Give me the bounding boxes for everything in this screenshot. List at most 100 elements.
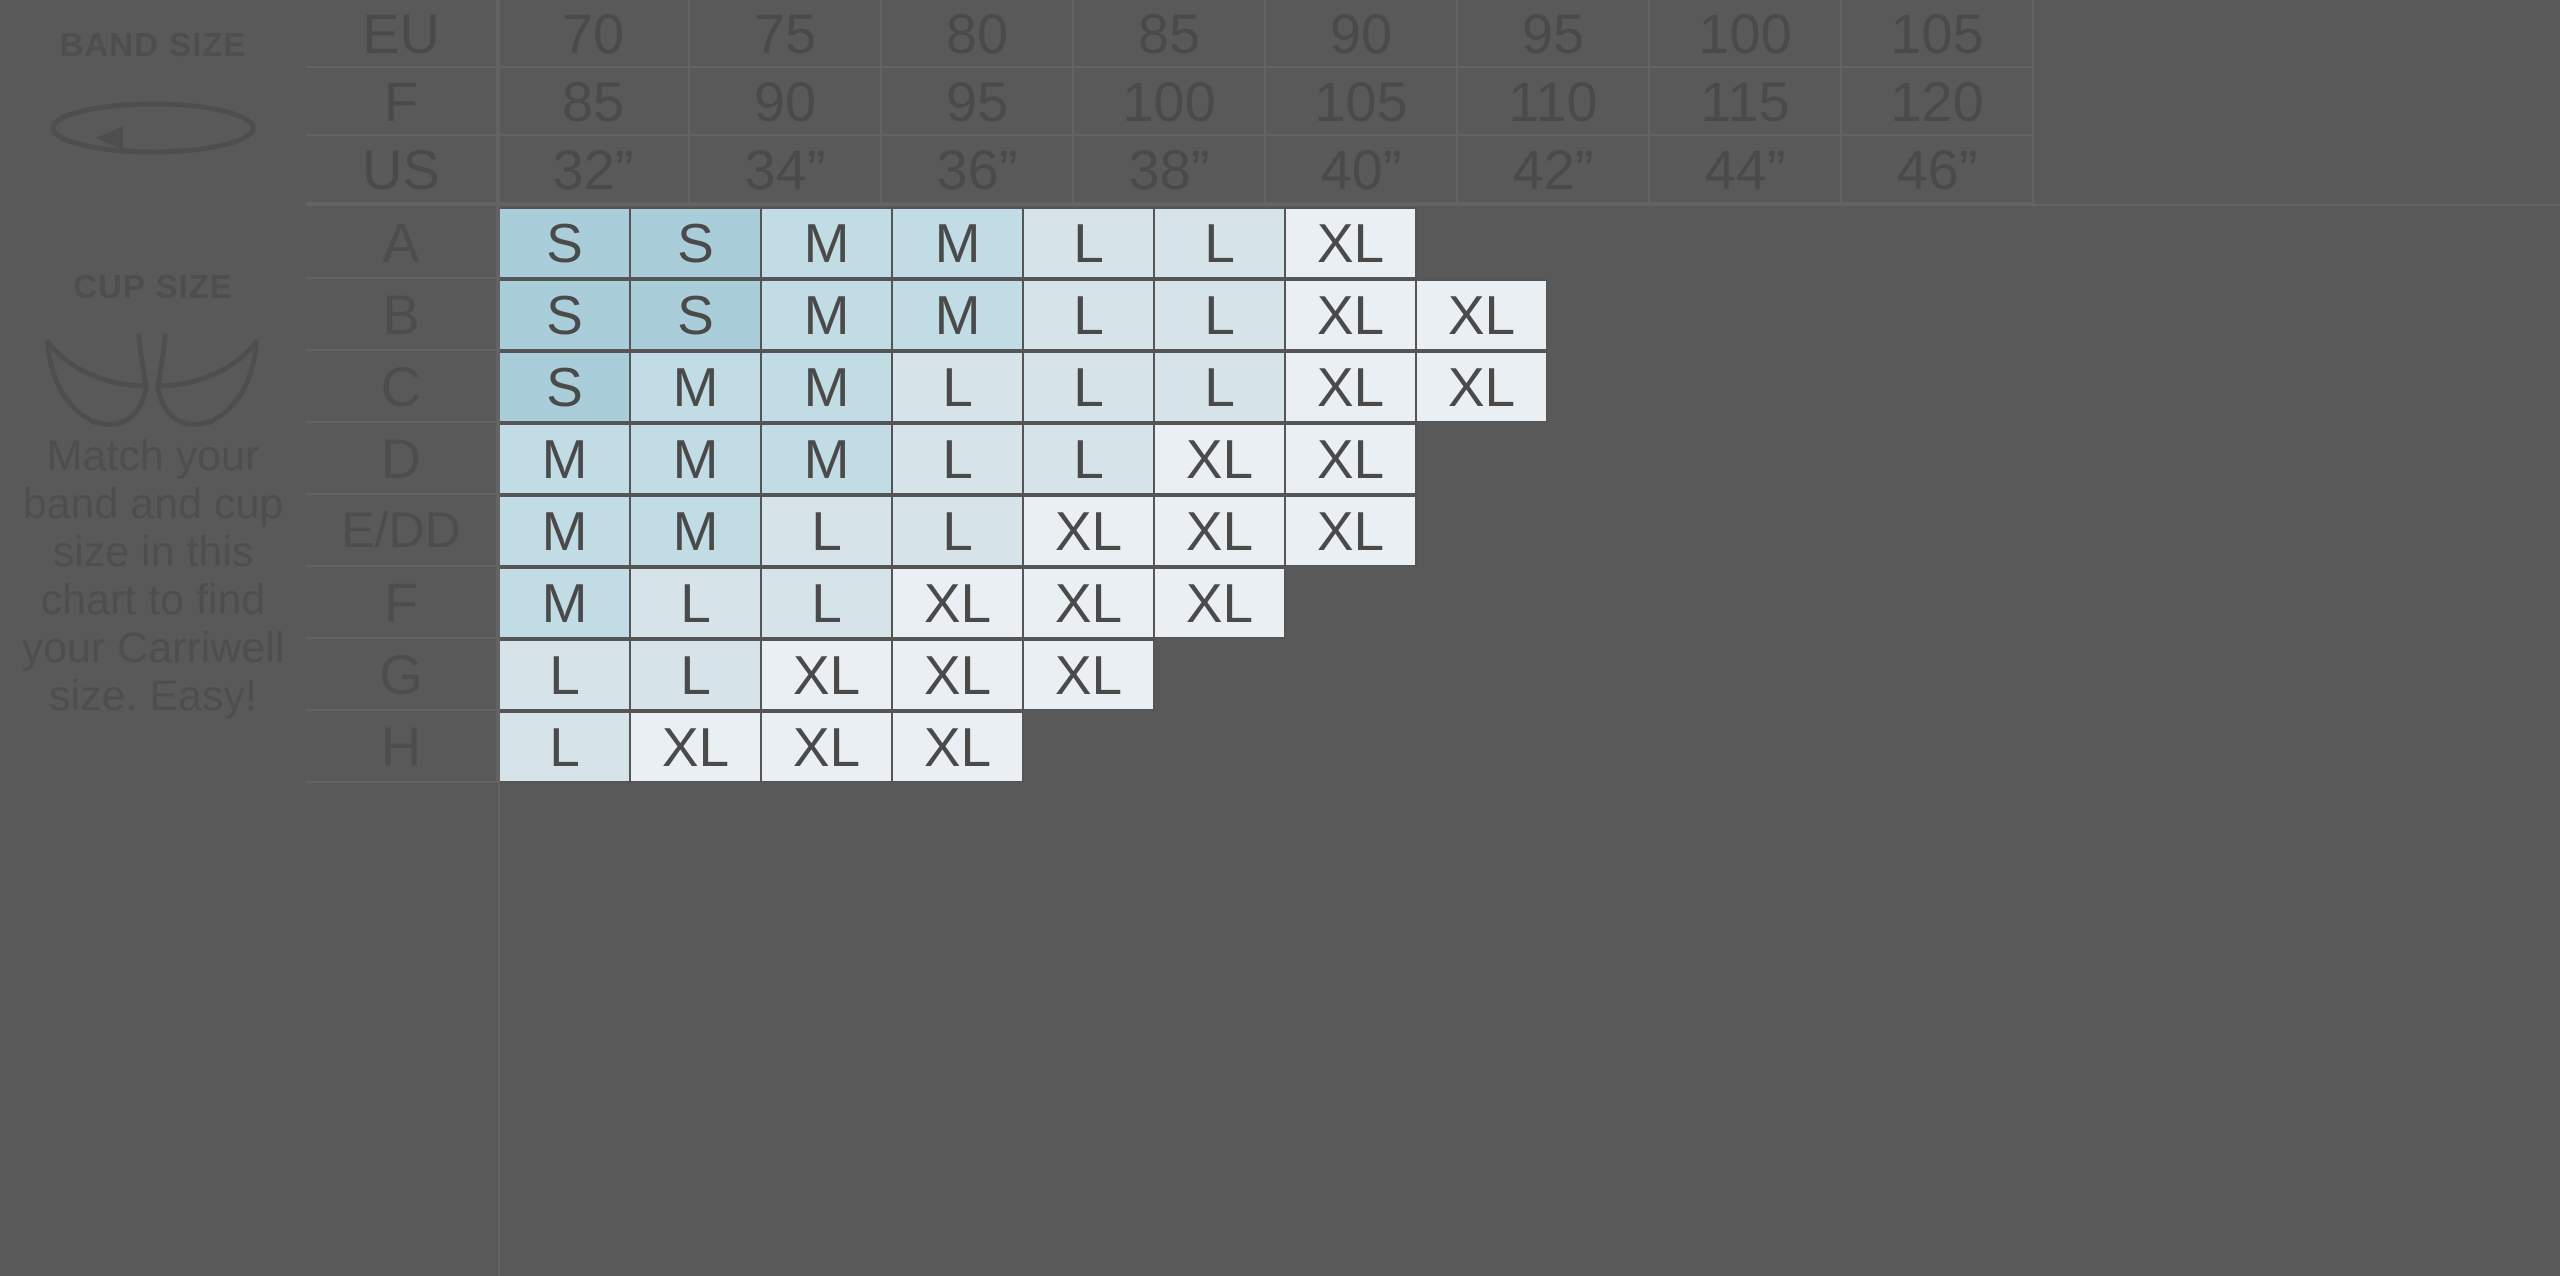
- size-cell-f-4[interactable]: XL: [1022, 567, 1155, 639]
- size-cell-e-dd-2[interactable]: L: [760, 495, 893, 567]
- size-cell-b-7[interactable]: XL: [1415, 279, 1548, 351]
- size-cell-c-5[interactable]: L: [1153, 351, 1286, 423]
- size-cell-b-0[interactable]: S: [498, 279, 631, 351]
- size-cell-a-5[interactable]: L: [1153, 207, 1286, 279]
- size-cell-empty-h-6: [1284, 711, 1417, 783]
- size-cell-h-0[interactable]: L: [498, 711, 631, 783]
- size-cell-g-2[interactable]: XL: [760, 639, 893, 711]
- size-cell-c-6[interactable]: XL: [1284, 351, 1417, 423]
- bra-cup-icon: [45, 333, 259, 427]
- band-size-us-1: 34”: [690, 136, 882, 204]
- size-cell-g-0[interactable]: L: [498, 639, 631, 711]
- size-cell-b-5[interactable]: L: [1153, 279, 1286, 351]
- size-cell-g-1[interactable]: L: [629, 639, 762, 711]
- size-cell-h-1[interactable]: XL: [629, 711, 762, 783]
- size-cell-c-0[interactable]: S: [498, 351, 631, 423]
- band-size-us-3: 38”: [1074, 136, 1266, 204]
- table-row: H L XL XL XL: [306, 711, 2560, 783]
- size-cell-empty-g-5: [1153, 639, 1286, 711]
- instructions-line-4: chart to find: [40, 576, 266, 624]
- size-cell-empty-e-dd-7: [1415, 495, 1548, 567]
- size-cell-f-5[interactable]: XL: [1153, 567, 1286, 639]
- band-size-eu-7: 105: [1842, 0, 2034, 68]
- size-cell-g-4[interactable]: XL: [1022, 639, 1155, 711]
- band-header-row-eu: EU 70 75 80 85 90 95 100 105: [306, 0, 2560, 68]
- size-cell-c-1[interactable]: M: [629, 351, 762, 423]
- size-cell-e-dd-1[interactable]: M: [629, 495, 762, 567]
- band-size-us-0: 32”: [498, 136, 690, 204]
- table-row: D M M M L L XL XL: [306, 423, 2560, 495]
- size-cell-a-2[interactable]: M: [760, 207, 893, 279]
- band-system-label-us: US: [306, 136, 498, 204]
- size-cell-e-dd-0[interactable]: M: [498, 495, 631, 567]
- size-cell-e-dd-6[interactable]: XL: [1284, 495, 1417, 567]
- size-cell-e-dd-3[interactable]: L: [891, 495, 1024, 567]
- size-cell-empty-d-7: [1415, 423, 1548, 495]
- band-size-f-6: 115: [1650, 68, 1842, 136]
- cup-size-label-c: C: [306, 351, 498, 423]
- size-cell-empty-h-4: [1022, 711, 1155, 783]
- size-cell-a-4[interactable]: L: [1022, 207, 1155, 279]
- size-cell-d-0[interactable]: M: [498, 423, 631, 495]
- size-cell-a-3[interactable]: M: [891, 207, 1024, 279]
- instructions-line-1: Match your: [46, 432, 260, 480]
- size-cell-c-7[interactable]: XL: [1415, 351, 1548, 423]
- size-cell-a-6[interactable]: XL: [1284, 207, 1417, 279]
- size-cell-f-0[interactable]: M: [498, 567, 631, 639]
- cup-size-label-f: F: [306, 567, 498, 639]
- band-size-f-1: 90: [690, 68, 882, 136]
- header-body-divider: [306, 204, 2560, 206]
- size-cell-f-2[interactable]: L: [760, 567, 893, 639]
- band-header-row-f: F 85 90 95 100 105 110 115 120: [306, 68, 2560, 136]
- size-cell-d-3[interactable]: L: [891, 423, 1024, 495]
- size-cell-d-5[interactable]: XL: [1153, 423, 1286, 495]
- band-size-f-2: 95: [882, 68, 1074, 136]
- size-cell-c-2[interactable]: M: [760, 351, 893, 423]
- size-cell-d-4[interactable]: L: [1022, 423, 1155, 495]
- instructions-line-6: size. Easy!: [49, 672, 257, 720]
- cup-size-label-a: A: [306, 207, 498, 279]
- table-row: C S M M L L L XL XL: [306, 351, 2560, 423]
- instructions-text: Match your band and cup size in this cha…: [0, 432, 306, 720]
- table-row: B S S M M L L XL XL: [306, 279, 2560, 351]
- size-cell-b-1[interactable]: S: [629, 279, 762, 351]
- size-cell-b-6[interactable]: XL: [1284, 279, 1417, 351]
- band-size-f-5: 110: [1458, 68, 1650, 136]
- size-cell-h-3[interactable]: XL: [891, 711, 1024, 783]
- band-size-f-4: 105: [1266, 68, 1458, 136]
- band-size-label: BAND SIZE: [59, 26, 247, 63]
- info-panel: BAND SIZE CUP SIZE Match your band and c…: [0, 0, 306, 1276]
- size-cell-g-3[interactable]: XL: [891, 639, 1024, 711]
- cup-size-label: CUP SIZE: [73, 268, 233, 305]
- table-row: G L L XL XL XL: [306, 639, 2560, 711]
- band-size-f-7: 120: [1842, 68, 2034, 136]
- size-cell-c-3[interactable]: L: [891, 351, 1024, 423]
- cup-size-label-h: H: [306, 711, 498, 783]
- band-header-row-us: US 32” 34” 36” 38” 40” 42” 44” 46”: [306, 136, 2560, 204]
- size-cell-e-dd-4[interactable]: XL: [1022, 495, 1155, 567]
- size-cell-b-4[interactable]: L: [1022, 279, 1155, 351]
- size-cell-a-0[interactable]: S: [498, 207, 631, 279]
- size-cell-h-2[interactable]: XL: [760, 711, 893, 783]
- size-cell-f-3[interactable]: XL: [891, 567, 1024, 639]
- cup-size-label-g: G: [306, 639, 498, 711]
- cup-size-label-e-dd: E/DD: [306, 495, 498, 567]
- size-cell-b-3[interactable]: M: [891, 279, 1024, 351]
- instructions-line-3: size in this: [52, 528, 254, 576]
- size-cell-empty-g-6: [1284, 639, 1417, 711]
- size-cell-d-1[interactable]: M: [629, 423, 762, 495]
- size-cell-c-4[interactable]: L: [1022, 351, 1155, 423]
- size-cell-a-1[interactable]: S: [629, 207, 762, 279]
- size-cell-d-2[interactable]: M: [760, 423, 893, 495]
- band-system-label-f: F: [306, 68, 498, 136]
- size-cell-empty-g-7: [1415, 639, 1548, 711]
- size-cell-e-dd-5[interactable]: XL: [1153, 495, 1286, 567]
- size-cell-b-2[interactable]: M: [760, 279, 893, 351]
- size-cell-f-1[interactable]: L: [629, 567, 762, 639]
- table-row: A S S M M L L XL: [306, 207, 2560, 279]
- band-measure-icon: [50, 101, 256, 155]
- size-cell-d-6[interactable]: XL: [1284, 423, 1417, 495]
- band-system-label-eu: EU: [306, 0, 498, 68]
- instructions-line-2: band and cup: [22, 480, 284, 528]
